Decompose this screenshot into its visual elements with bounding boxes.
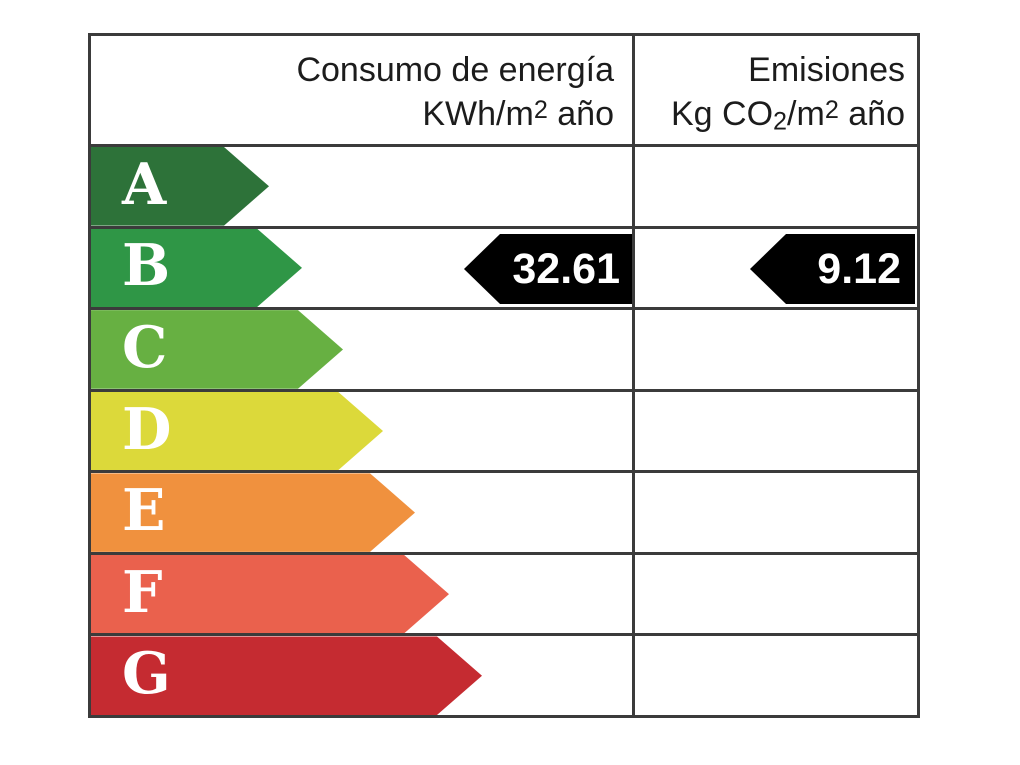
emissions-header-line2: Kg CO2/m2 año [670, 94, 905, 136]
emissions-cell [632, 391, 917, 471]
consumption-cell: C [91, 310, 632, 389]
consumption-header-line2: KWh/m2 año [422, 94, 614, 133]
consumption-column-header: Consumo de energía KWh/m2 año [91, 36, 632, 144]
rating-arrow-a: A [91, 147, 269, 226]
emissions-cell [632, 228, 917, 308]
consumption-cell: B [91, 229, 632, 308]
superscript-2: 2 [824, 95, 839, 124]
rating-row: G [91, 633, 917, 716]
emissions-cell [632, 310, 917, 389]
emissions-cell [632, 473, 917, 552]
rating-letter: G [122, 640, 171, 708]
rating-arrow-g: G [91, 636, 482, 715]
rating-letter: E [122, 477, 166, 545]
emissions-value-arrow: 9.12 [750, 234, 915, 304]
rating-row: B [91, 225, 917, 308]
rating-rows: A B C D E [91, 144, 917, 716]
rating-arrow-f: F [91, 555, 449, 634]
table-header-row: Consumo de energía KWh/m2 año Emisiones … [91, 36, 917, 144]
consumption-cell: G [91, 636, 632, 715]
consumption-cell: F [91, 555, 632, 634]
emissions-column-header: Emisiones Kg CO2/m2 año [632, 36, 917, 144]
subscript-2: 2 [773, 107, 788, 136]
rating-row: C [91, 307, 917, 389]
rating-arrow-b: B [91, 229, 302, 308]
emissions-cell [632, 636, 917, 716]
consumption-value-arrow: 32.61 [464, 234, 632, 304]
rating-letter: C [122, 313, 168, 381]
consumption-cell: E [91, 473, 632, 552]
consumption-header-line1: Consumo de energía [296, 51, 614, 89]
rating-arrow-d: D [91, 392, 383, 471]
rating-letter: D [122, 395, 172, 463]
emissions-cell [632, 147, 917, 226]
rating-arrow-e: E [91, 473, 415, 552]
rating-row: E [91, 470, 917, 552]
rating-arrow-c: C [91, 310, 343, 389]
rating-letter: B [122, 232, 171, 300]
emissions-header-line1: Emisiones [748, 51, 905, 89]
rating-row: A [91, 144, 917, 226]
rating-letter: F [122, 558, 163, 626]
emissions-cell [632, 554, 917, 634]
rating-row: F [91, 551, 917, 634]
rating-row: D [91, 388, 917, 471]
consumption-cell: D [91, 392, 632, 471]
superscript-2: 2 [533, 95, 548, 124]
energy-rating-table: Consumo de energía KWh/m2 año Emisiones … [88, 33, 920, 718]
consumption-cell: A [91, 147, 632, 226]
rating-letter: A [122, 150, 167, 218]
